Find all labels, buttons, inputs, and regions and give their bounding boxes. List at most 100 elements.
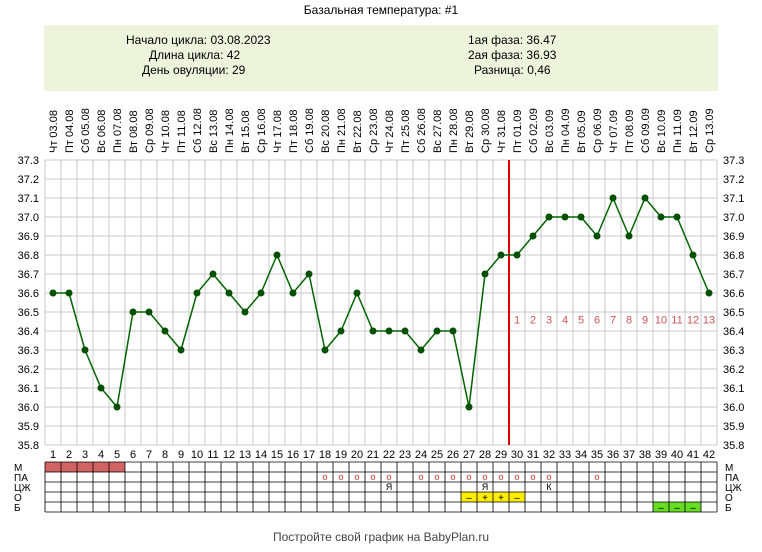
date-label: Ср 06.09 [592,108,604,153]
y-tick-label-right: 36.2 [723,364,744,376]
y-tick-label-left: 36.2 [18,364,39,376]
day-number-label: 8 [162,449,168,461]
day-number-label: 9 [178,449,184,461]
date-label: Вт 15.08 [240,110,252,153]
date-label: Чт 10.08 [160,110,172,153]
day-number-label: 3 [82,449,88,461]
post-ovulation-day-label: 3 [546,314,552,326]
cj-marker: К [546,482,552,492]
day-number-label: 12 [223,449,235,461]
day-number-label: 14 [255,449,267,461]
menstruation-cell [109,462,125,472]
date-label: Сб 19.08 [304,108,316,153]
marker-row-label-right: О [725,493,733,504]
temperature-point [113,403,121,411]
date-label: Ср 13.09 [704,108,716,153]
temperature-point [241,308,249,316]
date-label: Вт 08.08 [128,110,140,153]
temperature-point [705,289,713,297]
y-tick-label-right: 36.7 [723,269,744,281]
temperature-point [689,251,697,259]
marker-row-label-right: Б [725,503,732,514]
date-label: Пн 14.08 [224,108,236,153]
date-label: Вт 22.08 [352,110,364,153]
menstruation-cell [45,462,61,472]
y-tick-label-right: 36.5 [723,307,744,319]
day-number-label: 33 [559,449,571,461]
date-label: Чт 07.09 [608,110,620,153]
temperature-point [337,327,345,335]
date-label: Чт 03.08 [48,110,60,153]
temperature-point [641,194,649,202]
marker-row-label-left: ЦЖ [14,483,31,494]
date-label: Ср 16.08 [256,108,268,153]
post-ovulation-day-label: 5 [578,314,584,326]
day-number-label: 16 [287,449,299,461]
temperature-point [577,213,585,221]
date-label: Пт 11.08 [176,110,188,153]
y-tick-label-left: 36.1 [18,383,39,395]
post-ovulation-day-label: 7 [610,314,616,326]
post-ovulation-day-label: 1 [514,314,520,326]
menstruation-cell [77,462,93,472]
date-label: Вс 20.08 [320,110,332,153]
y-tick-label-left: 36.7 [18,269,39,281]
day-number-label: 37 [623,449,635,461]
y-tick-label-left: 37.0 [18,212,39,224]
y-tick-label-left: 37.2 [18,174,39,186]
y-tick-label-left: 36.0 [18,402,39,414]
y-tick-label-left: 36.9 [18,231,39,243]
y-tick-label-right: 37.0 [723,212,744,224]
date-label: Чт 31.08 [496,110,508,153]
day-number-label: 7 [146,449,152,461]
date-label: Чт 17.08 [272,110,284,153]
temperature-point [449,327,457,335]
day-number-label: 4 [98,449,104,461]
marker-row-label-left: О [14,493,22,504]
date-label: Пн 07.08 [112,108,124,153]
post-ovulation-day-label: 2 [530,314,536,326]
day-number-label: 10 [191,449,203,461]
pa-marker: о [530,472,535,482]
y-tick-label-right: 36.3 [723,345,744,357]
date-label: Ср 09.08 [144,108,156,153]
ovulation-test-cell [477,492,493,502]
temperature-point [129,308,137,316]
y-tick-label-right: 36.0 [723,402,744,414]
temperature-point [369,327,377,335]
temperature-point [417,346,425,354]
babyplan-link[interactable]: BabyPlan.ru [423,530,490,544]
date-label: Чт 24.08 [384,110,396,153]
y-tick-label-right: 35.8 [723,440,744,452]
cj-marker: Я [482,482,489,492]
day-number-label: 30 [511,449,523,461]
marker-row-label-left: Б [14,503,21,514]
date-label: Пт 01.09 [512,109,524,153]
menstruation-cell [61,462,77,472]
temperature-point [481,270,489,278]
y-tick-label-left: 36.8 [18,250,39,262]
temperature-point [321,346,329,354]
day-number-label: 24 [415,449,427,461]
date-label: Пн 04.09 [560,108,572,153]
pa-marker: о [434,472,439,482]
temperature-point [81,346,89,354]
day-number-label: 41 [687,449,699,461]
temperature-point [657,213,665,221]
temperature-point [305,270,313,278]
temperature-point [385,327,393,335]
ovulation-test-cell [493,492,509,502]
temperature-line [53,196,710,409]
date-label: Ср 30.08 [480,108,492,153]
cycle-length-text: Длина цикла: 42 [149,48,241,62]
date-label: Сб 26.08 [416,108,428,153]
day-number-label: 35 [591,449,603,461]
post-ovulation-day-label: 13 [703,314,715,326]
temperature-point [353,289,361,297]
y-tick-label-left: 36.6 [18,288,39,300]
temperature-point [289,289,297,297]
day-number-label: 42 [703,449,715,461]
pregnancy-test-cell [669,502,685,512]
day-number-label: 17 [303,449,315,461]
temperature-point [433,327,441,335]
